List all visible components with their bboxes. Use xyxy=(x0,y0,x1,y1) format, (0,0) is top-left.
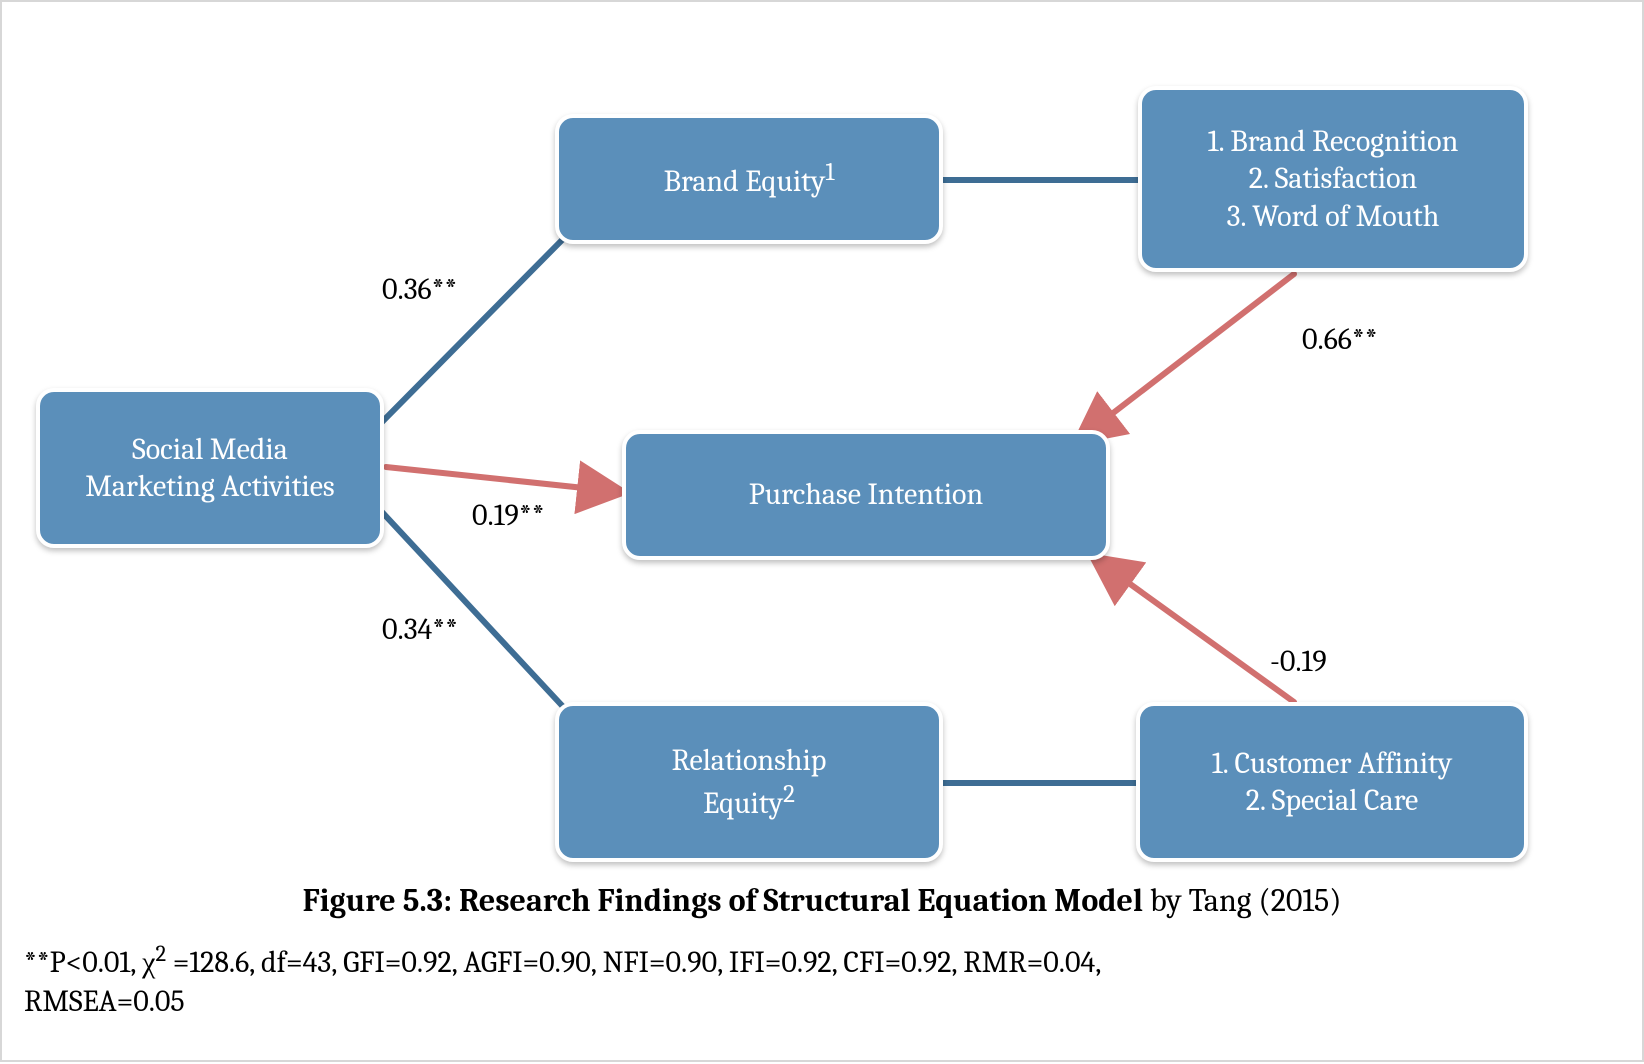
edge-label: 0.19** xyxy=(472,498,545,533)
caption-rest: by Tang (2015) xyxy=(1143,882,1342,919)
stats-sup: 2 xyxy=(155,941,166,967)
node-social-media-marketing: Social Media Marketing Activities xyxy=(36,388,384,548)
figure-caption: Figure 5.3: Research Findings of Structu… xyxy=(2,882,1642,919)
node-relationship-equity: Relationship Equity2 xyxy=(555,702,943,862)
node-label-line: Equity xyxy=(703,786,783,821)
model-fit-statistics: **P<0.01, χ2 =128.6, df=43, GFI=0.92, AG… xyxy=(24,940,1101,1021)
node-purchase-intention: Purchase Intention xyxy=(622,430,1110,560)
node-relationship-equity-components: 1. Customer Affinity 2. Special Care xyxy=(1136,702,1528,862)
node-label: Brand Equity1 xyxy=(664,157,835,201)
stats-text: RMSEA=0.05 xyxy=(24,984,185,1019)
edge-label: -0.19 xyxy=(1270,644,1327,679)
node-label-line: Social Media xyxy=(132,431,288,469)
node-label: Relationship Equity2 xyxy=(672,742,827,823)
list-item: 2. Satisfaction xyxy=(1249,160,1418,198)
edge-label: 0.66** xyxy=(1302,322,1378,357)
list-item: 3. Word of Mouth xyxy=(1227,198,1440,236)
edge-label: 0.36** xyxy=(382,272,457,307)
superscript: 2 xyxy=(783,780,795,809)
edge-label: 0.34** xyxy=(382,612,458,647)
node-label: Purchase Intention xyxy=(749,476,983,514)
list-item: 1. Brand Recognition xyxy=(1208,123,1459,161)
node-label-line: Marketing Activities xyxy=(85,468,334,506)
list-item: 1. Customer Affinity xyxy=(1212,745,1453,783)
superscript: 1 xyxy=(825,158,834,187)
caption-bold: Figure 5.3: Research Findings of Structu… xyxy=(303,882,1143,919)
stats-text: **P<0.01, χ xyxy=(24,945,155,980)
node-brand-equity-components: 1. Brand Recognition 2. Satisfaction 3. … xyxy=(1138,86,1528,272)
node-label-text: Brand Equity xyxy=(664,164,826,199)
list-item: 2. Special Care xyxy=(1246,782,1419,820)
node-brand-equity: Brand Equity1 xyxy=(555,114,943,244)
diagram-frame: Social Media Marketing Activities Brand … xyxy=(0,0,1644,1062)
node-label-line: Relationship xyxy=(672,743,827,778)
stats-text: =128.6, df=43, GFI=0.92, AGFI=0.90, NFI=… xyxy=(166,945,1101,980)
